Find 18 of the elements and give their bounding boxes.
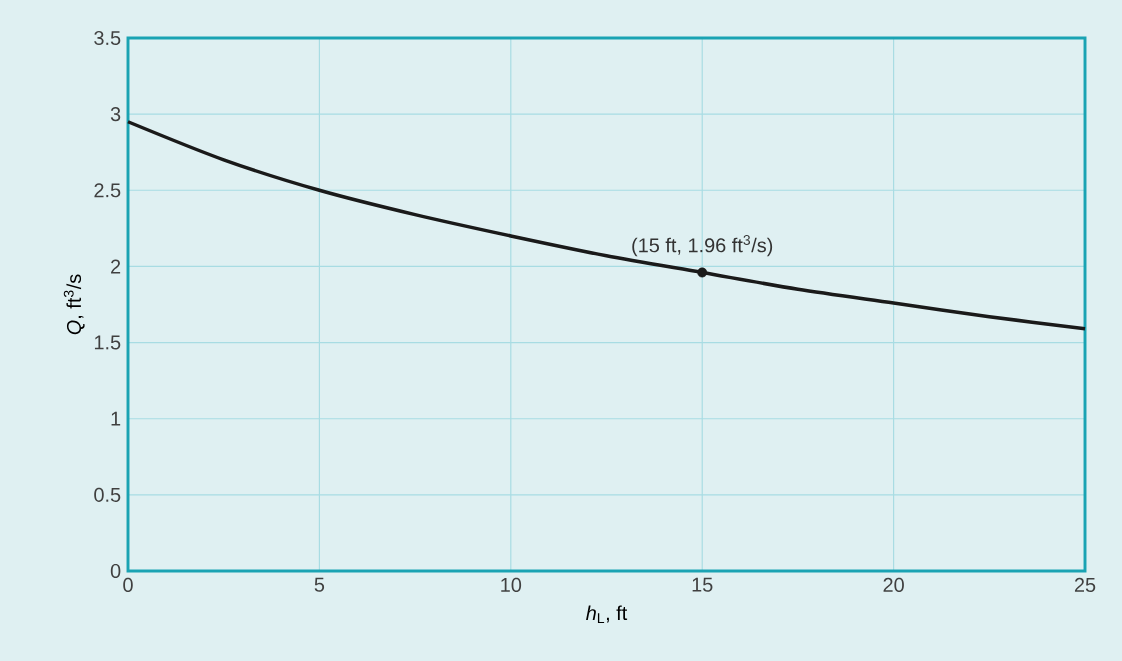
x-tick-label: 0 <box>123 577 133 592</box>
y-axis-title: Q, ft$^{3}$/s <box>63 274 85 335</box>
y-tick-label: 3 <box>110 107 121 122</box>
y-tick-label: 2.5 <box>94 183 121 198</box>
y-tick-label: 0.5 <box>94 487 121 502</box>
y-tick-label: 1 <box>111 411 121 426</box>
annotation: (15 ft, 1.96 ft$^{3}$/s) <box>632 235 773 257</box>
x-tick-label: 5 <box>314 577 325 592</box>
y-tick-label: 1.5 <box>94 335 121 350</box>
y-tick-label: 3.5 <box>94 30 121 46</box>
x-axis-title: h$_{L}$, ft <box>586 605 628 623</box>
y-tick-label: 2 <box>111 259 121 274</box>
x-tick-label: 20 <box>883 577 904 592</box>
x-tick-label: 15 <box>692 577 713 592</box>
x-tick-label: 10 <box>501 577 522 592</box>
x-tick-label: 25 <box>1074 577 1096 592</box>
line-series <box>126 119 1087 331</box>
y-tick-label: 0 <box>110 563 121 579</box>
